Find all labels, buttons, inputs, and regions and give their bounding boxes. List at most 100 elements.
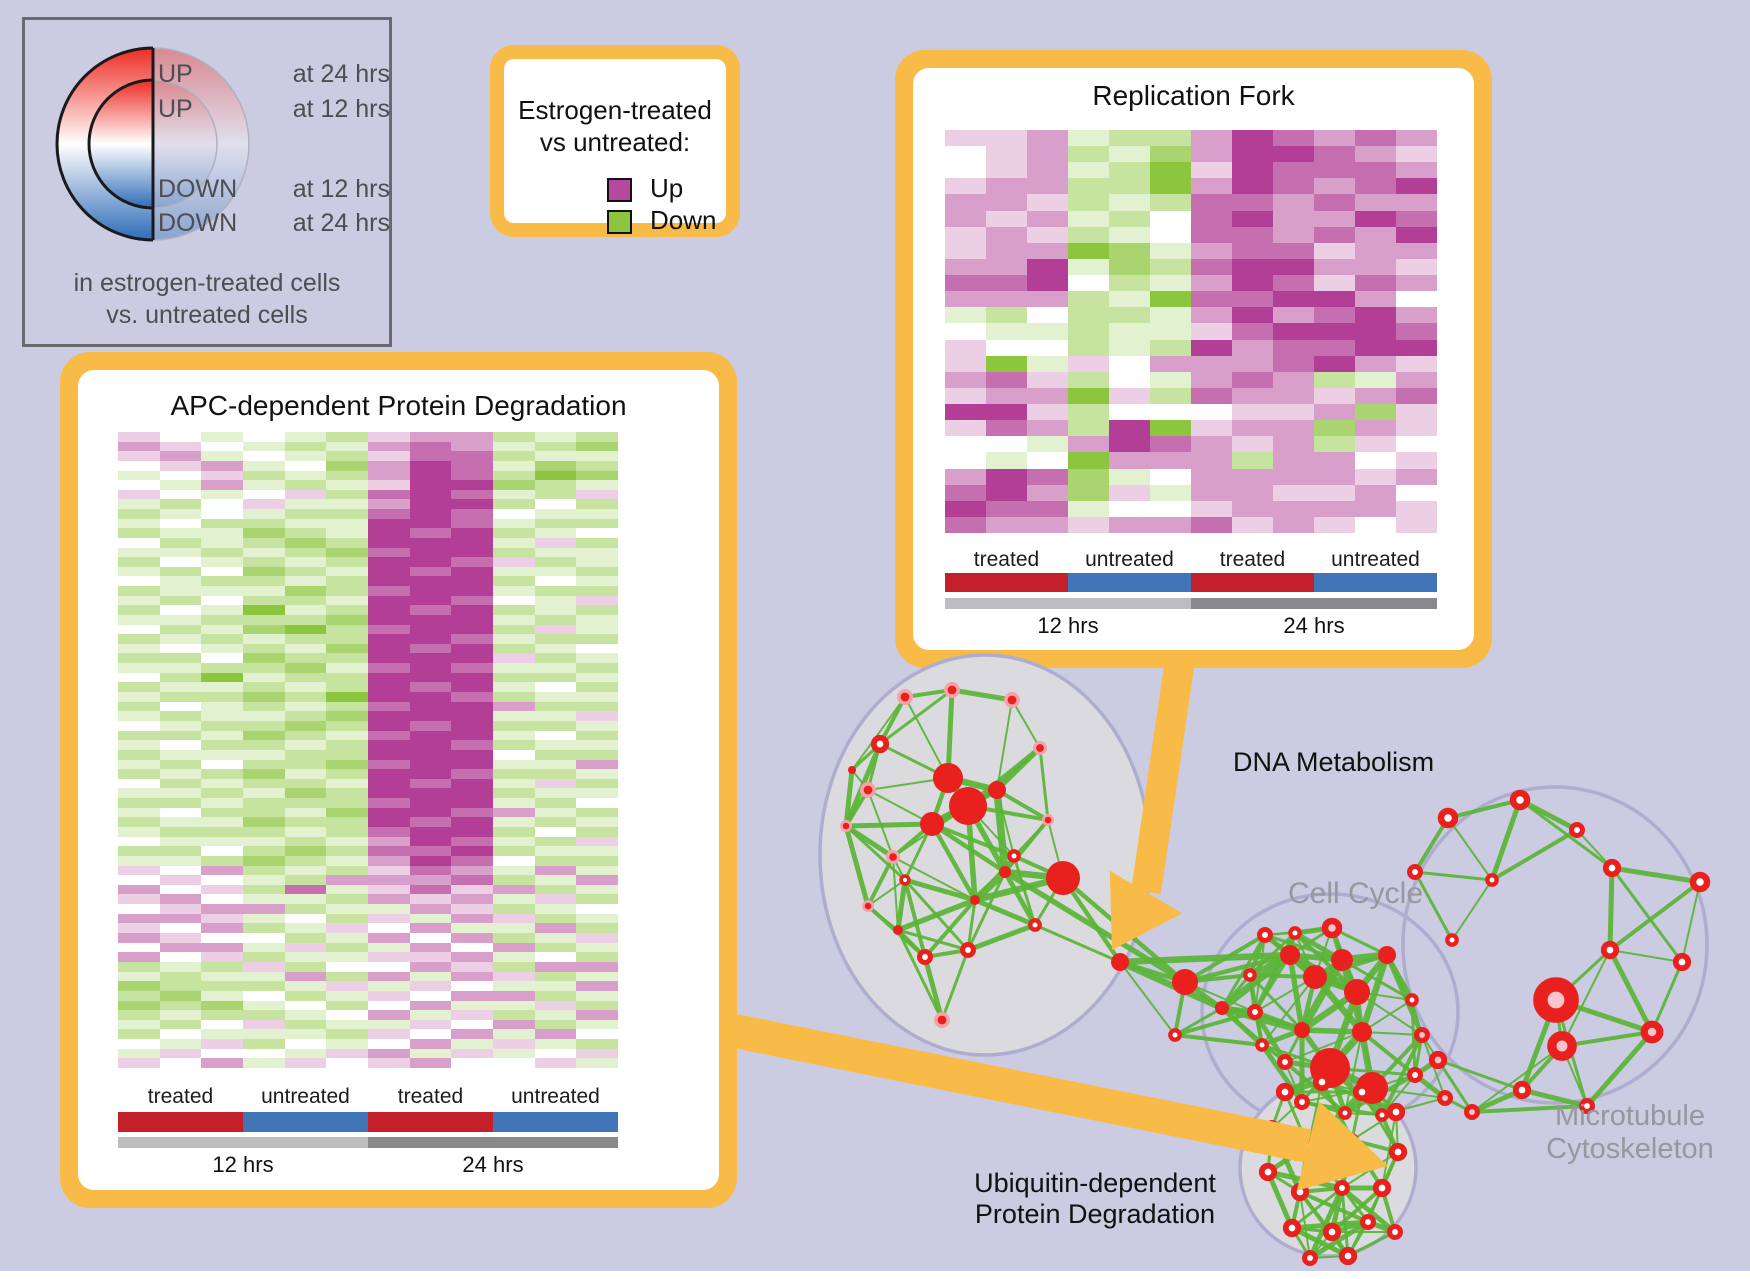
network-edge	[1307, 1219, 1371, 1261]
heatmap-cell	[284, 528, 327, 538]
network-edge	[1299, 1027, 1365, 1035]
heatmap-cell	[409, 643, 452, 654]
network-edge	[1011, 699, 1041, 749]
heatmap-cell	[284, 913, 327, 924]
heatmap-cell	[118, 720, 160, 731]
heatmap-cell	[409, 913, 452, 924]
heatmap-cell	[493, 817, 535, 827]
heatmap-cell	[1191, 355, 1232, 372]
heatmap-cell	[945, 258, 986, 275]
heatmap-cell	[201, 509, 243, 519]
heatmap-cell	[284, 595, 327, 606]
heatmap-cell	[493, 720, 535, 731]
heatmap-cell	[451, 595, 493, 606]
heatmap-cell	[118, 1048, 160, 1059]
heatmap-cell	[284, 1000, 327, 1011]
heatmap-cell	[201, 557, 243, 567]
heatmap-cell	[118, 595, 160, 606]
heatmap-cell	[284, 634, 327, 644]
heatmap-cell	[1355, 420, 1396, 437]
network-edge	[949, 687, 1015, 703]
heatmap-cell	[201, 981, 243, 991]
heatmap-cell	[284, 547, 327, 558]
heatmap-cell	[118, 432, 160, 442]
heatmap-cell	[201, 701, 243, 712]
heatmap-cell	[451, 663, 493, 673]
network-edge	[965, 922, 1038, 953]
heatmap-cell	[1027, 242, 1068, 259]
heatmap-cell	[1068, 452, 1109, 469]
heatmap-cell	[409, 836, 452, 847]
heatmap-cell	[243, 826, 285, 837]
heatmap-cell	[243, 769, 285, 779]
heatmap-cell	[243, 759, 285, 770]
heatmap-cell	[243, 663, 285, 673]
heatmap-cell	[284, 769, 327, 779]
heatmap-cell	[1150, 178, 1191, 195]
heatmap-cell	[1150, 275, 1191, 292]
heatmap-cell	[368, 480, 410, 490]
gene-node-core	[1007, 695, 1017, 705]
heatmap-cell	[1068, 436, 1109, 453]
heatmap-cell	[493, 595, 535, 606]
heatmap-cell	[534, 692, 577, 702]
heatmap-cell	[118, 663, 160, 673]
gene-node-ring	[1375, 1108, 1389, 1122]
heatmap-cell	[1068, 387, 1109, 404]
heatmap-cell	[1396, 339, 1437, 356]
heatmap-cell	[284, 499, 327, 509]
heatmap-cell	[284, 884, 327, 895]
heatmap-cell	[159, 528, 202, 538]
heatmap-cell	[1396, 178, 1437, 195]
heatmap-cell	[409, 701, 452, 712]
heatmap-cell	[451, 759, 493, 770]
heatmap-cell	[1314, 516, 1355, 533]
heatmap-cell	[493, 624, 535, 635]
heatmap-cell	[409, 855, 452, 866]
heatmap-cell	[493, 1010, 535, 1020]
heatmap-cell	[118, 826, 160, 837]
heatmap-cell	[1109, 291, 1150, 308]
heatmap-cell	[945, 468, 986, 485]
heatmap-cell	[986, 226, 1027, 243]
network-edge	[1609, 949, 1683, 963]
heatmap-cell	[576, 701, 618, 712]
heatmap-cell	[159, 663, 202, 673]
heatmap-cell	[409, 817, 452, 827]
heatmap-cell	[326, 566, 368, 577]
heatmap-cell	[1273, 146, 1314, 163]
heatmap-cell	[1355, 355, 1396, 372]
heatmap-cell	[493, 643, 535, 654]
heatmap-cell	[326, 1029, 368, 1040]
heatmap-cell	[986, 452, 1027, 469]
heatmap-cell	[409, 614, 452, 625]
heatmap-cell	[1232, 291, 1273, 308]
heatmap-cell	[201, 749, 243, 760]
heatmap-cell	[243, 798, 285, 808]
heatmap-cell	[368, 817, 410, 827]
gene-node-ring	[1509, 789, 1531, 811]
network-edge	[1119, 961, 1176, 1036]
heatmap-cell	[409, 451, 452, 461]
heatmap-cell	[409, 875, 452, 885]
heatmap-cell	[118, 884, 160, 895]
heatmap-cell	[159, 836, 202, 847]
heatmap-cell	[576, 547, 618, 558]
heatmap-cell	[326, 778, 368, 789]
heatmap-cell	[451, 865, 493, 876]
heatmap-cell	[1232, 275, 1273, 292]
gene-node-pink-center	[1547, 1031, 1577, 1061]
heatmap-cell	[945, 436, 986, 453]
heatmap-cell	[368, 1058, 410, 1068]
heatmap-cell	[159, 981, 202, 991]
heatmap-cell	[201, 470, 243, 481]
heatmap-cell	[159, 1019, 202, 1030]
gene-node-solid	[988, 781, 1006, 799]
heatmap-cell	[451, 682, 493, 693]
heatmap-cell	[368, 865, 410, 876]
heatmap-cell	[1396, 468, 1437, 485]
heatmap-cell	[1068, 146, 1109, 163]
heatmap-cell	[1273, 323, 1314, 340]
network-edge	[929, 821, 978, 903]
heatmap-cell	[326, 836, 368, 847]
